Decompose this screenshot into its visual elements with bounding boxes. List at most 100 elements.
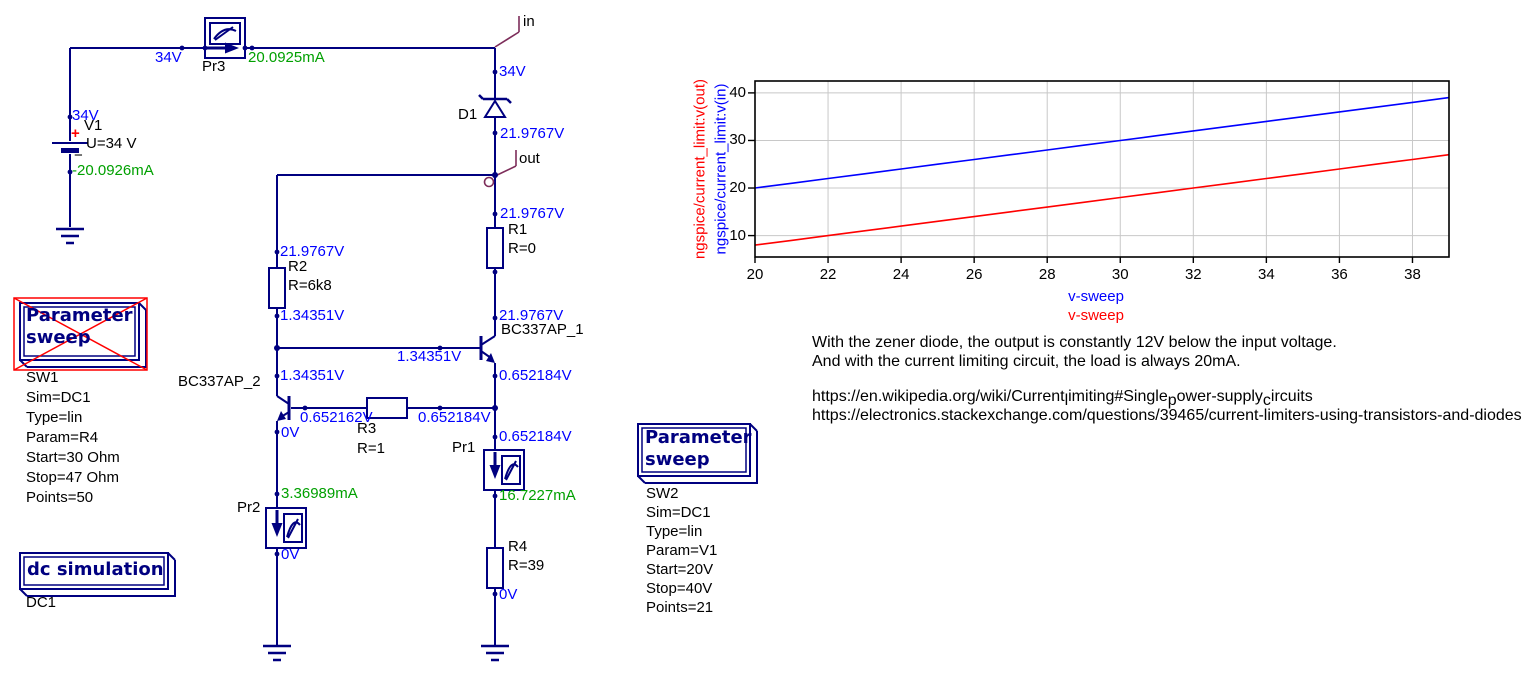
component-value-r1: R=0 <box>508 240 536 257</box>
property-line: DC1 <box>26 594 57 611</box>
property-line: Param=R4 <box>26 429 99 446</box>
node-voltage-q1-emitter: 0.652184V <box>499 367 572 384</box>
node-dots <box>67 45 498 597</box>
x-tick-label: 26 <box>965 266 983 283</box>
node-voltage-q2-emitter: 0V <box>281 424 300 441</box>
polarity-plus: + <box>71 125 80 142</box>
sweep1-properties: SW1 Sim=DC1 Type=lin Param=R4 Start=30 Ohm St… <box>26 369 120 509</box>
property-line: Stop=47 Ohm <box>26 469 119 486</box>
source-current-v1: -20.0926mA <box>72 162 154 179</box>
polarity-minus: − <box>74 147 83 164</box>
component-value-r4: R=39 <box>508 557 545 574</box>
url-subscript-segment: l <box>1064 392 1069 409</box>
dc-simulation-properties: DC1 <box>26 594 56 614</box>
x-tick-label: 24 <box>892 266 910 283</box>
url-segment: ircuits <box>1270 388 1313 405</box>
dc-simulation-box[interactable] <box>19 552 176 597</box>
component-value-v1: U=34 V <box>86 135 137 152</box>
node-voltage-q1-base: 1.34351V <box>397 348 462 365</box>
property-line: SW2 <box>646 485 679 502</box>
y-tick-label: 10 <box>729 226 746 244</box>
component-label-r4: R4 <box>508 538 528 555</box>
component-label-r2: R2 <box>288 258 308 275</box>
voltage-source-v1[interactable] <box>52 142 88 153</box>
component-label-pr2: Pr2 <box>237 499 261 516</box>
node-voltage-r3-right: 0.652184V <box>418 409 491 426</box>
component-label-pr3: Pr3 <box>202 58 226 75</box>
url-segment: imiting#Single <box>1068 388 1168 405</box>
resistor-r1[interactable] <box>486 227 504 269</box>
note-line-2: And with the current limiting circuit, t… <box>812 353 1241 370</box>
component-value-r2: R=6k8 <box>288 277 332 294</box>
x-tick-label: 28 <box>1038 266 1056 283</box>
node-voltage-v1-top: 34V <box>72 107 99 124</box>
x-tick-label: 22 <box>819 266 837 283</box>
component-label-r3: R3 <box>357 420 377 437</box>
x-axis-label-vsweep-red: v-sweep <box>1068 307 1124 324</box>
y-axis-label-vout: ngspice/current_limit:v(out) <box>691 78 709 260</box>
transistor-q1[interactable] <box>479 335 496 363</box>
property-line: Sim=DC1 <box>646 504 711 521</box>
x-tick-label: 36 <box>1331 266 1348 283</box>
parameter-sweep-box-sw2[interactable] <box>637 423 758 484</box>
property-line: Start=30 Ohm <box>26 449 120 466</box>
port-label-out: out <box>519 150 540 167</box>
property-line: SW1 <box>26 369 59 386</box>
component-label-d1: D1 <box>458 106 478 123</box>
resistor-r3[interactable] <box>366 397 408 419</box>
ground-symbol-left[interactable] <box>263 644 291 662</box>
port-label-in: in <box>523 13 535 30</box>
sweep2-title: Parameter sweep <box>645 427 752 470</box>
ground-symbol-right[interactable] <box>481 644 509 662</box>
url-subscript-segment: c <box>1262 392 1271 409</box>
component-label-v1: V1 <box>84 117 103 134</box>
component-value-r3: R=1 <box>357 440 385 457</box>
disabled-cross-icon <box>13 297 148 371</box>
property-line: Sim=DC1 <box>26 389 91 406</box>
port-in[interactable] <box>494 16 520 48</box>
node-voltage-r2-top: 21.9767V <box>280 243 345 260</box>
x-tick-label: 20 <box>746 266 764 283</box>
component-label-q2: BC337AP_2 <box>178 373 261 390</box>
y-tick-label: 20 <box>729 179 746 197</box>
node-voltage-q2-collector: 1.34351V <box>280 367 345 384</box>
ammeter-pr1[interactable] <box>483 449 525 491</box>
probe-current-pr2: 3.36989mA <box>281 485 358 502</box>
note-line-1: With the zener diode, the output is cons… <box>812 334 1337 351</box>
node-voltage-r3-left: 0.652162V <box>300 409 373 426</box>
ammeter-pr2[interactable] <box>265 507 307 549</box>
dc-simulation-title: dc simulation <box>27 559 164 580</box>
ammeter-pr3[interactable] <box>204 17 246 59</box>
property-line: Param=V1 <box>646 542 718 559</box>
url-segment: https://en.wikipedia.org/wiki/Current <box>812 388 1065 405</box>
node-voltage-pr1-top: 0.652184V <box>499 428 572 445</box>
sweep2-properties: SW2 Sim=DC1 Type=lin Param=V1 Start=20V Stop=… <box>646 485 717 618</box>
resistor-r2[interactable] <box>268 267 286 309</box>
x-tick-label: 30 <box>1111 266 1129 283</box>
ground-symbol-v1[interactable] <box>56 227 84 245</box>
property-line: Type=lin <box>646 523 703 540</box>
node-voltage-r1-top: 21.9767V <box>500 205 565 222</box>
property-line: Type=lin <box>26 409 83 426</box>
sweep1-title: Parameter sweep <box>26 305 133 348</box>
node-voltage-r2-bottom: 1.34351V <box>280 307 345 324</box>
url-subscript-segment: p <box>1167 392 1177 409</box>
probe-current-pr1: 16.7227mA <box>499 487 576 504</box>
node-voltage-in: 34V <box>499 63 526 80</box>
probe-current-pr3: 20.0925mA <box>248 49 325 66</box>
node-voltage-pr3-left: 34V <box>155 49 182 66</box>
component-label-r1: R1 <box>508 221 528 238</box>
parameter-sweep-box-sw1[interactable] <box>13 297 148 371</box>
stackexchange-url: https://electronics.stackexchange.com/qu… <box>812 407 1522 424</box>
x-axis-label-vsweep-blue: v-sweep <box>1068 288 1124 305</box>
transistor-q2[interactable] <box>276 395 291 421</box>
node-voltage-r4-bottom: 0V <box>499 586 518 603</box>
y-axis-label-vin: ngspice/current_limit:v(in) <box>712 83 730 255</box>
property-line: Stop=40V <box>646 580 713 597</box>
zener-diode-d1[interactable] <box>478 94 512 118</box>
url-segment: ower-supply <box>1176 388 1263 405</box>
resistor-r4[interactable] <box>486 547 504 589</box>
